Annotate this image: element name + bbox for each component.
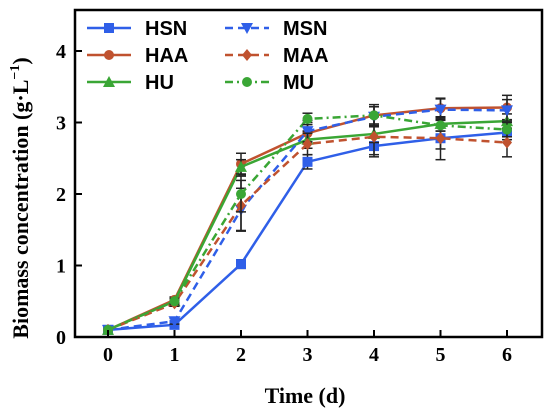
- data-point-maa: [435, 132, 446, 145]
- legend-label-hu: HU: [145, 72, 174, 94]
- data-point-msn: [168, 316, 181, 328]
- legend-item-hsn: HSN: [87, 18, 187, 40]
- y-axis-title-exponent: −1: [8, 65, 23, 80]
- x-tick-label: 2: [236, 344, 246, 366]
- y-tick-label: 1: [56, 256, 66, 278]
- data-point-maa: [302, 137, 313, 150]
- x-tick-label: 4: [369, 344, 379, 366]
- legend-label-msn: MSN: [283, 18, 327, 40]
- legend-marker-maa: [242, 49, 252, 61]
- legend-item-msn: MSN: [225, 18, 327, 40]
- data-point-mu: [435, 120, 446, 131]
- legend-item-haa: HAA: [87, 45, 188, 67]
- legend-label-mu: MU: [283, 72, 314, 94]
- data-point-mu: [103, 324, 113, 335]
- legend: HSN HAA HU MSN MAA MU: [87, 18, 329, 94]
- y-axis-title-close: ): [8, 57, 33, 64]
- x-tick-label: 1: [170, 344, 180, 366]
- y-axis-title: Biomass concentration (g·L−1): [8, 57, 33, 338]
- legend-label-maa: MAA: [283, 45, 329, 67]
- data-point-mu: [302, 113, 313, 124]
- y-tick-label: 2: [56, 184, 66, 206]
- x-tick-label: 6: [502, 344, 512, 366]
- legend-label-haa: HAA: [145, 45, 188, 67]
- data-point-mu: [169, 296, 180, 307]
- data-point-maa: [369, 130, 379, 143]
- data-point-maa: [502, 136, 512, 149]
- x-axis-title: Time (d): [265, 383, 346, 408]
- legend-marker-msn: [241, 23, 253, 34]
- data-point-hsn: [302, 156, 313, 167]
- data-point-mu: [502, 124, 512, 135]
- legend-label-hsn: HSN: [145, 18, 187, 40]
- axes: 0 1 2 3 4 5 6 0 1 2 3 4: [56, 8, 544, 366]
- x-tick-label: 3: [303, 344, 313, 366]
- legend-marker-mu: [242, 77, 252, 87]
- data-point-msn: [501, 105, 513, 117]
- legend-marker-hu: [103, 76, 115, 87]
- data-point-hu: [235, 160, 247, 172]
- legend-marker-hsn: [104, 23, 114, 33]
- data-point-mu: [369, 110, 379, 121]
- data-point-mu: [236, 189, 246, 199]
- plot-marks: [102, 94, 513, 336]
- series-mu: [103, 106, 512, 335]
- y-tick-label: 3: [56, 113, 66, 135]
- data-point-hsn: [236, 259, 246, 270]
- legend-item-hu: HU: [87, 72, 174, 94]
- y-axis-title-main: Biomass concentration (g·L: [8, 80, 33, 339]
- data-point-msn: [301, 126, 314, 138]
- y-tick-label: 0: [56, 327, 66, 349]
- data-point-msn: [434, 104, 447, 116]
- x-tick-label: 0: [103, 344, 113, 366]
- x-tick-label: 5: [436, 344, 446, 366]
- legend-marker-haa: [104, 50, 114, 60]
- y-tick-label: 4: [56, 41, 66, 63]
- legend-item-mu: MU: [225, 72, 314, 94]
- legend-item-maa: MAA: [225, 45, 329, 67]
- series-maa: [103, 116, 512, 336]
